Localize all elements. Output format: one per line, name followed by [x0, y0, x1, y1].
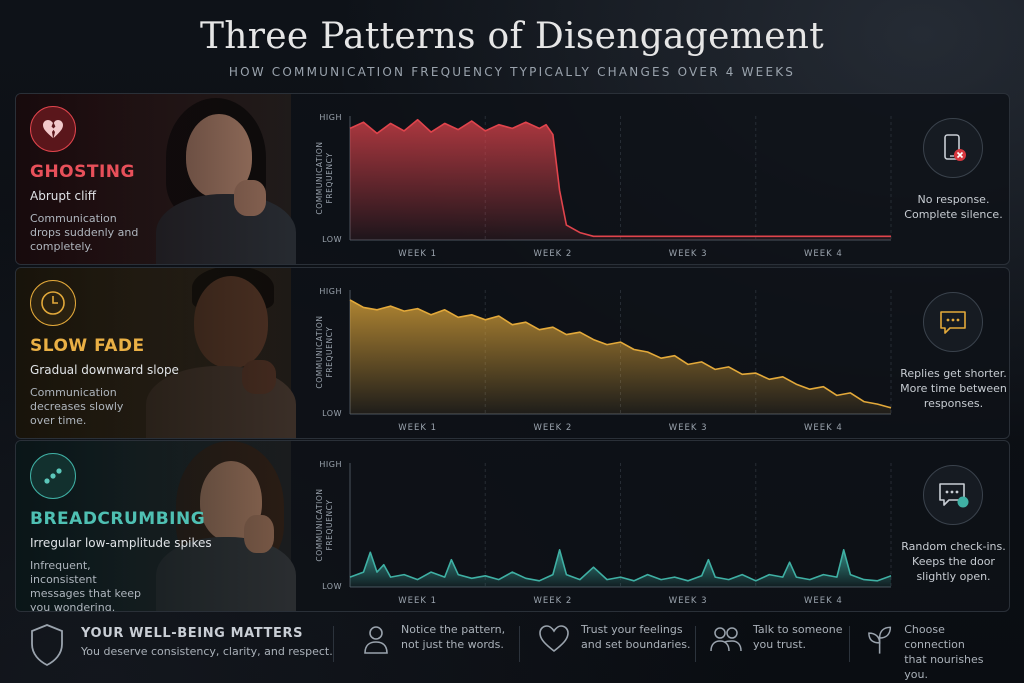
- portrait-slow-fade: SLOW FADE Gradual downward slope Communi…: [16, 268, 296, 438]
- heart-icon: [539, 625, 569, 653]
- footer-item: Trust your feelings and set boundaries.: [537, 622, 690, 656]
- x-tick-label: WEEK 4: [804, 596, 843, 606]
- portrait-ghosting: GHOSTING Abrupt cliff Communication drop…: [16, 94, 296, 264]
- person-icon: [364, 626, 388, 654]
- footer-item-line2: and set boundaries.: [581, 638, 691, 651]
- pattern-label: GHOSTING: [30, 162, 135, 182]
- pattern-subtitle: Gradual downward slope: [30, 363, 179, 377]
- x-tick-label: WEEK 2: [533, 596, 572, 606]
- broken-heart-icon: [30, 106, 76, 152]
- x-tick-label: WEEK 1: [398, 249, 437, 259]
- phone-x-icon: [923, 118, 983, 178]
- footer-heading-sub: You deserve consistency, clarity, and re…: [81, 645, 333, 658]
- x-tick-label: WEEK 1: [398, 596, 437, 606]
- panel-breadcrumbing: BREADCRUMBING Irregular low-amplitude sp…: [15, 440, 1010, 612]
- footer-item-line1: Talk to someone: [753, 623, 843, 636]
- x-tick-label: WEEK 3: [669, 423, 708, 433]
- x-tick-label: WEEK 4: [804, 249, 843, 259]
- page-subtitle: HOW COMMUNICATION FREQUENCY TYPICALLY CH…: [228, 65, 796, 79]
- y-tick-label: HIGH: [319, 287, 342, 296]
- x-tick-label: WEEK 2: [533, 423, 572, 433]
- series-area: [350, 299, 891, 414]
- footer-item-line1: Choose connection: [904, 623, 965, 651]
- footer-item-line2: that nourishes you.: [904, 653, 984, 681]
- pattern-description: Communication decreases slowly over time…: [30, 386, 124, 427]
- pattern-description: Communication drops suddenly and complet…: [30, 212, 139, 253]
- y-tick-label: HIGH: [319, 460, 342, 469]
- footer-item-line1: Trust your feelings: [581, 623, 683, 636]
- footer-item: Choose connection that nourishes you.: [865, 622, 1008, 682]
- y-axis-label: COMMUNICATIONFREQUENCY: [315, 488, 334, 561]
- chart-breadcrumbing: HIGH LOW COMMUNICATIONFREQUENCY WEEK 1 WEEK …: [306, 441, 896, 611]
- pattern-subtitle: Abrupt cliff: [30, 189, 97, 203]
- pattern-subtitle: Irregular low-amplitude spikes: [30, 536, 212, 550]
- chart-slow-fade: HIGH LOW COMMUNICATIONFREQUENCY WEEK 1 WEEK …: [306, 268, 896, 438]
- plant-icon: [868, 626, 892, 654]
- y-tick-label: LOW: [322, 409, 342, 418]
- footer-heading-block: YOUR WELL-BEING MATTERS You deserve cons…: [27, 622, 333, 668]
- chat-dot-icon: [923, 465, 983, 525]
- x-tick-label: WEEK 4: [804, 423, 843, 433]
- footer-item: Talk to someone you trust.: [709, 622, 843, 656]
- side-note-text: Replies get shorter. More time between r…: [900, 367, 1007, 410]
- chat-bubble-icon: [923, 292, 983, 352]
- series-area: [350, 119, 891, 240]
- footer-item: Notice the pattern, not just the words.: [361, 622, 505, 656]
- y-tick-label: LOW: [322, 582, 342, 591]
- portrait-breadcrumbing: BREADCRUMBING Irregular low-amplitude sp…: [16, 441, 296, 612]
- y-axis-label: COMMUNICATIONFREQUENCY: [315, 315, 334, 388]
- clock-icon: [30, 280, 76, 326]
- footer-heading: YOUR WELL-BEING MATTERS: [81, 626, 304, 641]
- pattern-description: Infrequent, inconsistent messages that k…: [30, 559, 141, 612]
- side-note-slow-fade: Replies get shorter. More time between r…: [896, 268, 1009, 438]
- page-title: Three Patterns of Disengagement: [199, 16, 825, 57]
- y-tick-label: HIGH: [319, 113, 342, 122]
- x-tick-label: WEEK 3: [669, 596, 708, 606]
- x-tick-label: WEEK 1: [398, 423, 437, 433]
- series-area: [350, 549, 891, 587]
- pattern-label: SLOW FADE: [30, 336, 145, 356]
- series-line: [349, 299, 892, 409]
- x-tick-label: WEEK 3: [669, 249, 708, 259]
- series-line: [349, 118, 891, 238]
- side-note-breadcrumbing: Random check-ins. Keeps the door slightl…: [896, 441, 1009, 611]
- footer-item-line1: Notice the pattern,: [401, 623, 506, 636]
- footer-item-line2: you trust.: [753, 638, 807, 651]
- y-tick-label: LOW: [322, 235, 342, 244]
- y-axis-label: COMMUNICATIONFREQUENCY: [315, 141, 334, 214]
- shield-icon: [31, 624, 63, 667]
- dots-icon: [30, 453, 76, 499]
- pattern-label: BREADCRUMBING: [30, 509, 206, 529]
- people-icon: [710, 627, 742, 652]
- panel-ghosting: GHOSTING Abrupt cliff Communication drop…: [15, 93, 1010, 265]
- panel-slow-fade: SLOW FADE Gradual downward slope Communi…: [15, 267, 1010, 439]
- side-note-text: Random check-ins. Keeps the door slightl…: [901, 540, 1006, 583]
- chart-ghosting: HIGH LOW COMMUNICATIONFREQUENCY WEEK 1 WEEK …: [306, 94, 896, 264]
- side-note-text: No response. Complete silence.: [904, 193, 1003, 221]
- x-tick-label: WEEK 2: [533, 249, 572, 259]
- footer-item-line2: not just the words.: [401, 638, 504, 651]
- side-note-ghosting: No response. Complete silence.: [896, 94, 1009, 264]
- series-line: [349, 549, 892, 582]
- footer: YOUR WELL-BEING MATTERS You deserve cons…: [15, 612, 1008, 681]
